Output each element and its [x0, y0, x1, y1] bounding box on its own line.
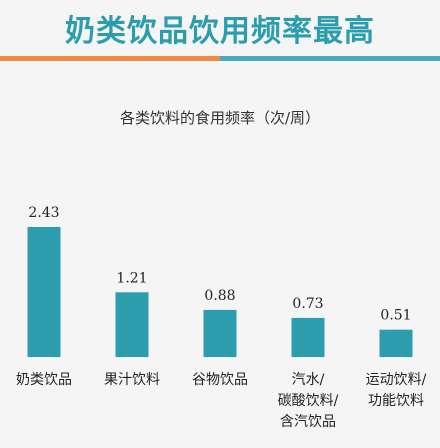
bar [203, 309, 237, 357]
header-divider-left [0, 56, 220, 61]
header-divider-right [220, 56, 440, 61]
category-label: 汽水/ [292, 372, 325, 388]
data-label: 0.73 [292, 296, 323, 312]
category-label: 奶类饮品 [16, 372, 72, 388]
bar [291, 317, 325, 357]
header-divider [0, 56, 440, 61]
category-label: 碳酸饮料/ [278, 393, 339, 409]
bar [27, 227, 61, 357]
category-label: 功能饮料 [368, 393, 424, 409]
data-label: 2.43 [28, 205, 59, 221]
data-label: 0.88 [204, 288, 235, 304]
category-label: 运动饮料/ [366, 372, 427, 388]
category-label: 含汽饮品 [280, 414, 336, 430]
data-label: 0.51 [380, 308, 411, 324]
category-label: 果汁饮料 [104, 372, 160, 388]
category-label: 谷物饮品 [192, 372, 248, 388]
bar [115, 292, 149, 357]
data-label: 1.21 [116, 270, 147, 286]
bar [379, 329, 413, 357]
header: 奶类饮品饮用频率最高 [0, 0, 440, 56]
page-title: 奶类饮品饮用频率最高 [65, 14, 375, 49]
chart-title: 各类饮料的食用频率（次/周） [119, 109, 321, 127]
